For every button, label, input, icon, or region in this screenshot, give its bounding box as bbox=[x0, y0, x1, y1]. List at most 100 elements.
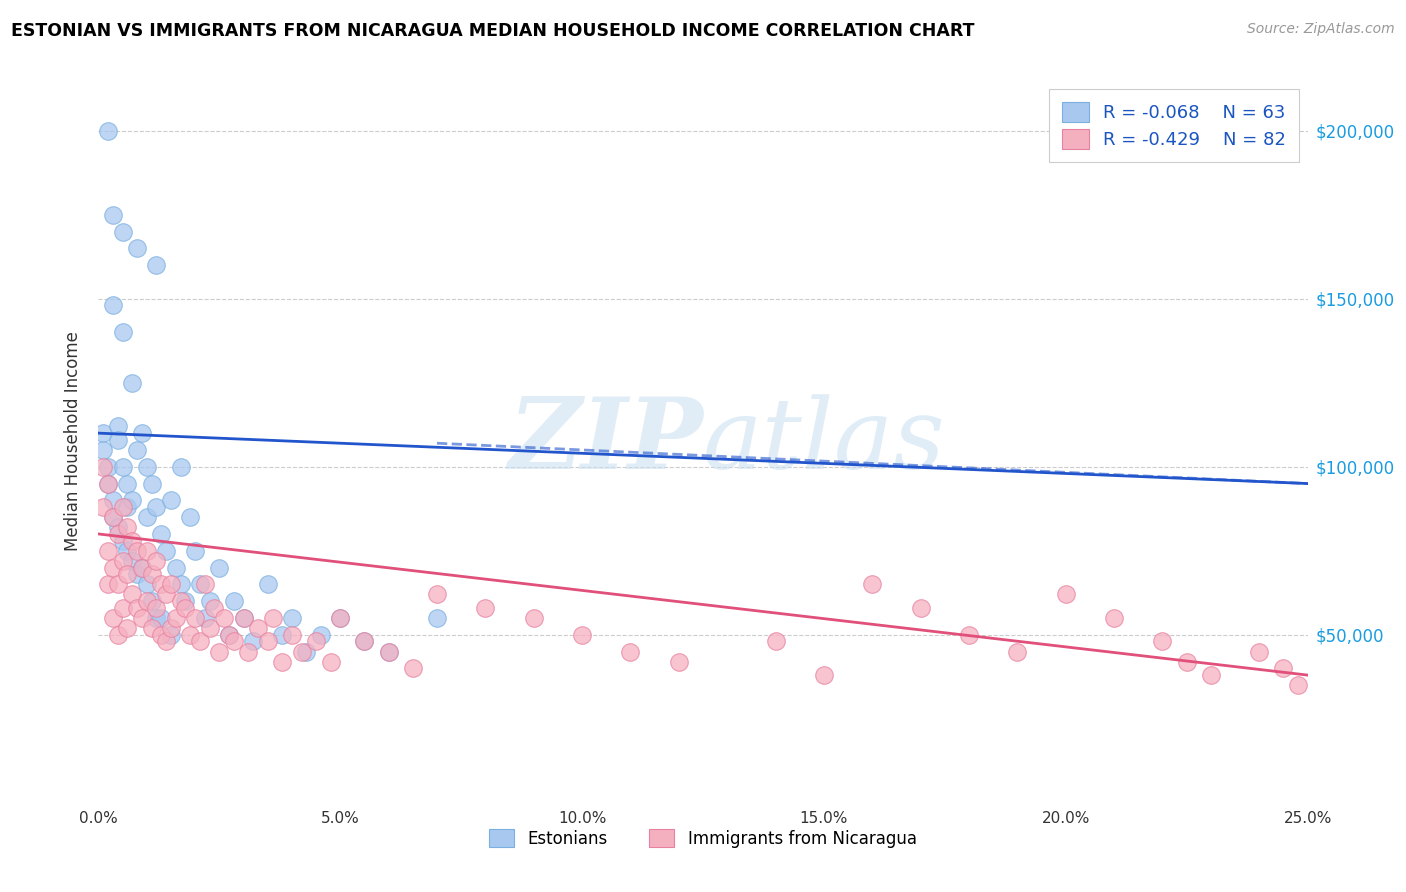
Point bbox=[860, 577, 883, 591]
Point bbox=[111, 533, 134, 548]
Point bbox=[111, 326, 134, 340]
Point bbox=[135, 577, 157, 591]
Point bbox=[101, 510, 124, 524]
Point bbox=[117, 520, 139, 534]
Point bbox=[145, 600, 167, 615]
Point bbox=[97, 543, 120, 558]
Point bbox=[1272, 661, 1295, 675]
Point bbox=[101, 560, 124, 574]
Point bbox=[141, 621, 163, 635]
Point bbox=[571, 628, 593, 642]
Point bbox=[160, 628, 183, 642]
Point bbox=[97, 124, 120, 138]
Point bbox=[127, 442, 149, 457]
Point bbox=[111, 500, 134, 514]
Point bbox=[238, 644, 260, 658]
Point bbox=[121, 533, 143, 548]
Point bbox=[212, 611, 235, 625]
Point bbox=[127, 567, 149, 582]
Point bbox=[1102, 611, 1125, 625]
Point bbox=[194, 611, 217, 625]
Point bbox=[290, 644, 312, 658]
Point bbox=[131, 611, 153, 625]
Point bbox=[117, 476, 139, 491]
Point bbox=[127, 600, 149, 615]
Point bbox=[218, 628, 240, 642]
Point bbox=[117, 567, 139, 582]
Point bbox=[309, 628, 332, 642]
Point bbox=[353, 634, 375, 648]
Point bbox=[1007, 644, 1029, 658]
Point bbox=[271, 655, 294, 669]
Point bbox=[150, 628, 173, 642]
Point bbox=[107, 577, 129, 591]
Point bbox=[107, 419, 129, 434]
Point bbox=[107, 520, 129, 534]
Point bbox=[111, 554, 134, 568]
Point bbox=[127, 241, 149, 255]
Point bbox=[117, 500, 139, 514]
Point bbox=[957, 628, 980, 642]
Point bbox=[765, 634, 787, 648]
Point bbox=[1249, 644, 1271, 658]
Point bbox=[262, 611, 284, 625]
Point bbox=[91, 426, 114, 441]
Point bbox=[188, 577, 211, 591]
Y-axis label: Median Household Income: Median Household Income bbox=[65, 332, 83, 551]
Point bbox=[271, 628, 294, 642]
Point bbox=[150, 527, 173, 541]
Point bbox=[910, 600, 932, 615]
Point bbox=[160, 493, 183, 508]
Point bbox=[1152, 634, 1174, 648]
Point bbox=[131, 426, 153, 441]
Point bbox=[121, 493, 143, 508]
Point bbox=[426, 611, 449, 625]
Point bbox=[155, 587, 177, 601]
Point bbox=[141, 476, 163, 491]
Point bbox=[117, 543, 139, 558]
Point bbox=[198, 621, 221, 635]
Point bbox=[141, 594, 163, 608]
Text: ESTONIAN VS IMMIGRANTS FROM NICARAGUA MEDIAN HOUSEHOLD INCOME CORRELATION CHART: ESTONIAN VS IMMIGRANTS FROM NICARAGUA ME… bbox=[11, 22, 974, 40]
Point bbox=[97, 459, 120, 474]
Point bbox=[204, 600, 226, 615]
Point bbox=[111, 459, 134, 474]
Legend: Estonians, Immigrants from Nicaragua: Estonians, Immigrants from Nicaragua bbox=[478, 817, 928, 860]
Point bbox=[474, 600, 496, 615]
Point bbox=[97, 476, 120, 491]
Point bbox=[97, 577, 120, 591]
Point bbox=[121, 554, 143, 568]
Point bbox=[135, 459, 157, 474]
Point bbox=[232, 611, 254, 625]
Point bbox=[111, 600, 134, 615]
Point bbox=[222, 634, 245, 648]
Point bbox=[232, 611, 254, 625]
Point bbox=[155, 634, 177, 648]
Text: ZIP: ZIP bbox=[508, 393, 703, 490]
Point bbox=[155, 543, 177, 558]
Point bbox=[619, 644, 641, 658]
Point bbox=[165, 611, 187, 625]
Point bbox=[247, 621, 270, 635]
Point bbox=[145, 611, 167, 625]
Point bbox=[1199, 668, 1222, 682]
Point bbox=[145, 258, 167, 272]
Point bbox=[184, 543, 207, 558]
Point bbox=[117, 621, 139, 635]
Point bbox=[91, 500, 114, 514]
Point bbox=[91, 442, 114, 457]
Point bbox=[165, 560, 187, 574]
Point bbox=[107, 433, 129, 447]
Point bbox=[150, 577, 173, 591]
Point bbox=[208, 560, 231, 574]
Point bbox=[160, 577, 183, 591]
Point bbox=[281, 611, 304, 625]
Text: Source: ZipAtlas.com: Source: ZipAtlas.com bbox=[1247, 22, 1395, 37]
Point bbox=[107, 527, 129, 541]
Point bbox=[402, 661, 425, 675]
Point bbox=[353, 634, 375, 648]
Point bbox=[281, 628, 304, 642]
Text: atlas: atlas bbox=[703, 394, 946, 489]
Point bbox=[218, 628, 240, 642]
Point bbox=[1286, 678, 1309, 692]
